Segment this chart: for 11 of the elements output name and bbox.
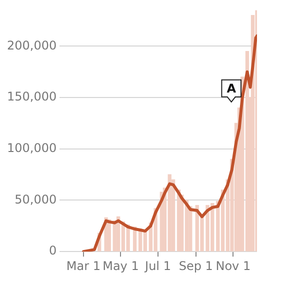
x-tick-label: Sep 1 — [178, 258, 213, 273]
x-tick-label: Jul 1 — [144, 258, 171, 273]
annotation: A — [226, 82, 237, 96]
x-tick-label: Mar 1 — [66, 258, 100, 273]
x-tick-label: Nov 1 — [216, 258, 251, 273]
y-tick-label: 50,000 — [14, 192, 57, 206]
x-tick-label: May 1 — [102, 258, 139, 273]
y-tick-label: 200,000 — [7, 38, 57, 52]
y-tick-label: 100,000 — [7, 141, 57, 155]
y-tick-label: 0 — [48, 244, 57, 258]
y-tick-label: 150,000 — [7, 90, 57, 104]
